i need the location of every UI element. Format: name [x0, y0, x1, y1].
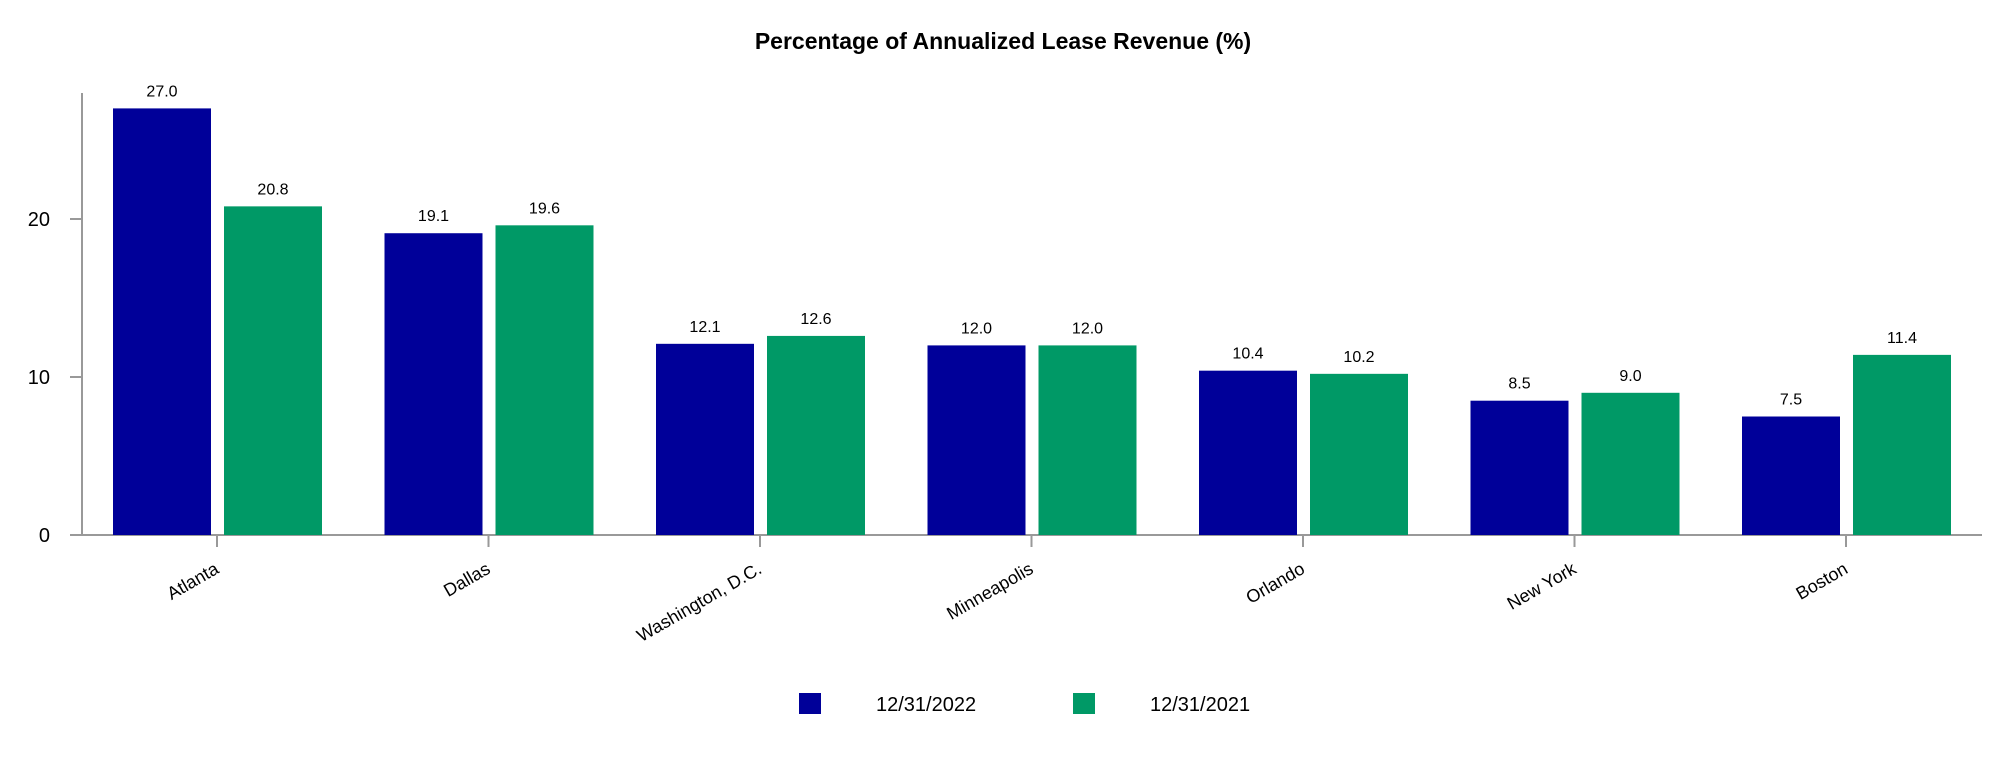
bar-2022: [113, 108, 211, 536]
x-tick-label: Minneapolis: [943, 558, 1036, 623]
bar-2022: [656, 343, 754, 535]
bar-2022: [927, 345, 1026, 535]
data-label: 12.0: [1072, 320, 1103, 337]
bar-2021: [495, 225, 594, 535]
bar-2022: [1199, 370, 1297, 535]
data-label: 12.1: [689, 319, 720, 336]
legend-swatch: [799, 693, 821, 714]
data-label: 8.5: [1508, 376, 1530, 393]
bar-2021: [1853, 354, 1951, 535]
bar-2021: [1581, 392, 1680, 535]
bar-2021: [767, 335, 865, 535]
data-label: 11.4: [1887, 330, 1917, 347]
x-tick-label: Dallas: [440, 558, 493, 600]
legend-swatch: [1073, 693, 1095, 714]
x-tick-label: Boston: [1792, 558, 1851, 603]
data-label: 10.2: [1343, 349, 1374, 366]
bar-2022: [1742, 416, 1840, 535]
x-tick-label: Atlanta: [163, 558, 222, 604]
x-tick-label: Washington, D.C.: [633, 558, 765, 646]
bar-2022: [1470, 400, 1569, 535]
y-tick-label: 0: [39, 525, 50, 547]
bars: 27.0 20.8 19.1 19.6 12.1 12.6 12.0 12.0 10.4 10.2…: [113, 83, 1951, 536]
data-label: 12.0: [961, 320, 992, 337]
x-tick-label: New York: [1504, 558, 1581, 614]
data-label: 12.6: [800, 311, 831, 328]
bar-2021: [224, 206, 322, 536]
legend: 12/31/2022 12/31/2021: [799, 693, 1250, 716]
legend-label: 12/31/2022: [876, 694, 976, 716]
data-label: 19.6: [529, 200, 560, 217]
data-label: 27.0: [146, 83, 177, 100]
chart-title: Percentage of Annualized Lease Revenue (…: [755, 28, 1251, 54]
bar-2021: [1038, 345, 1137, 535]
bar-2022: [384, 233, 483, 535]
y-tick-label: 10: [28, 367, 50, 389]
legend-label: 12/31/2021: [1150, 694, 1250, 716]
bar-2021: [1310, 373, 1408, 535]
y-tick-label: 20: [28, 209, 50, 231]
data-label: 10.4: [1232, 346, 1263, 363]
data-label: 7.5: [1780, 392, 1802, 409]
data-label: 9.0: [1619, 368, 1641, 385]
x-tick-label: Orlando: [1243, 558, 1308, 607]
data-label: 19.1: [418, 208, 449, 225]
data-label: 20.8: [257, 181, 288, 198]
